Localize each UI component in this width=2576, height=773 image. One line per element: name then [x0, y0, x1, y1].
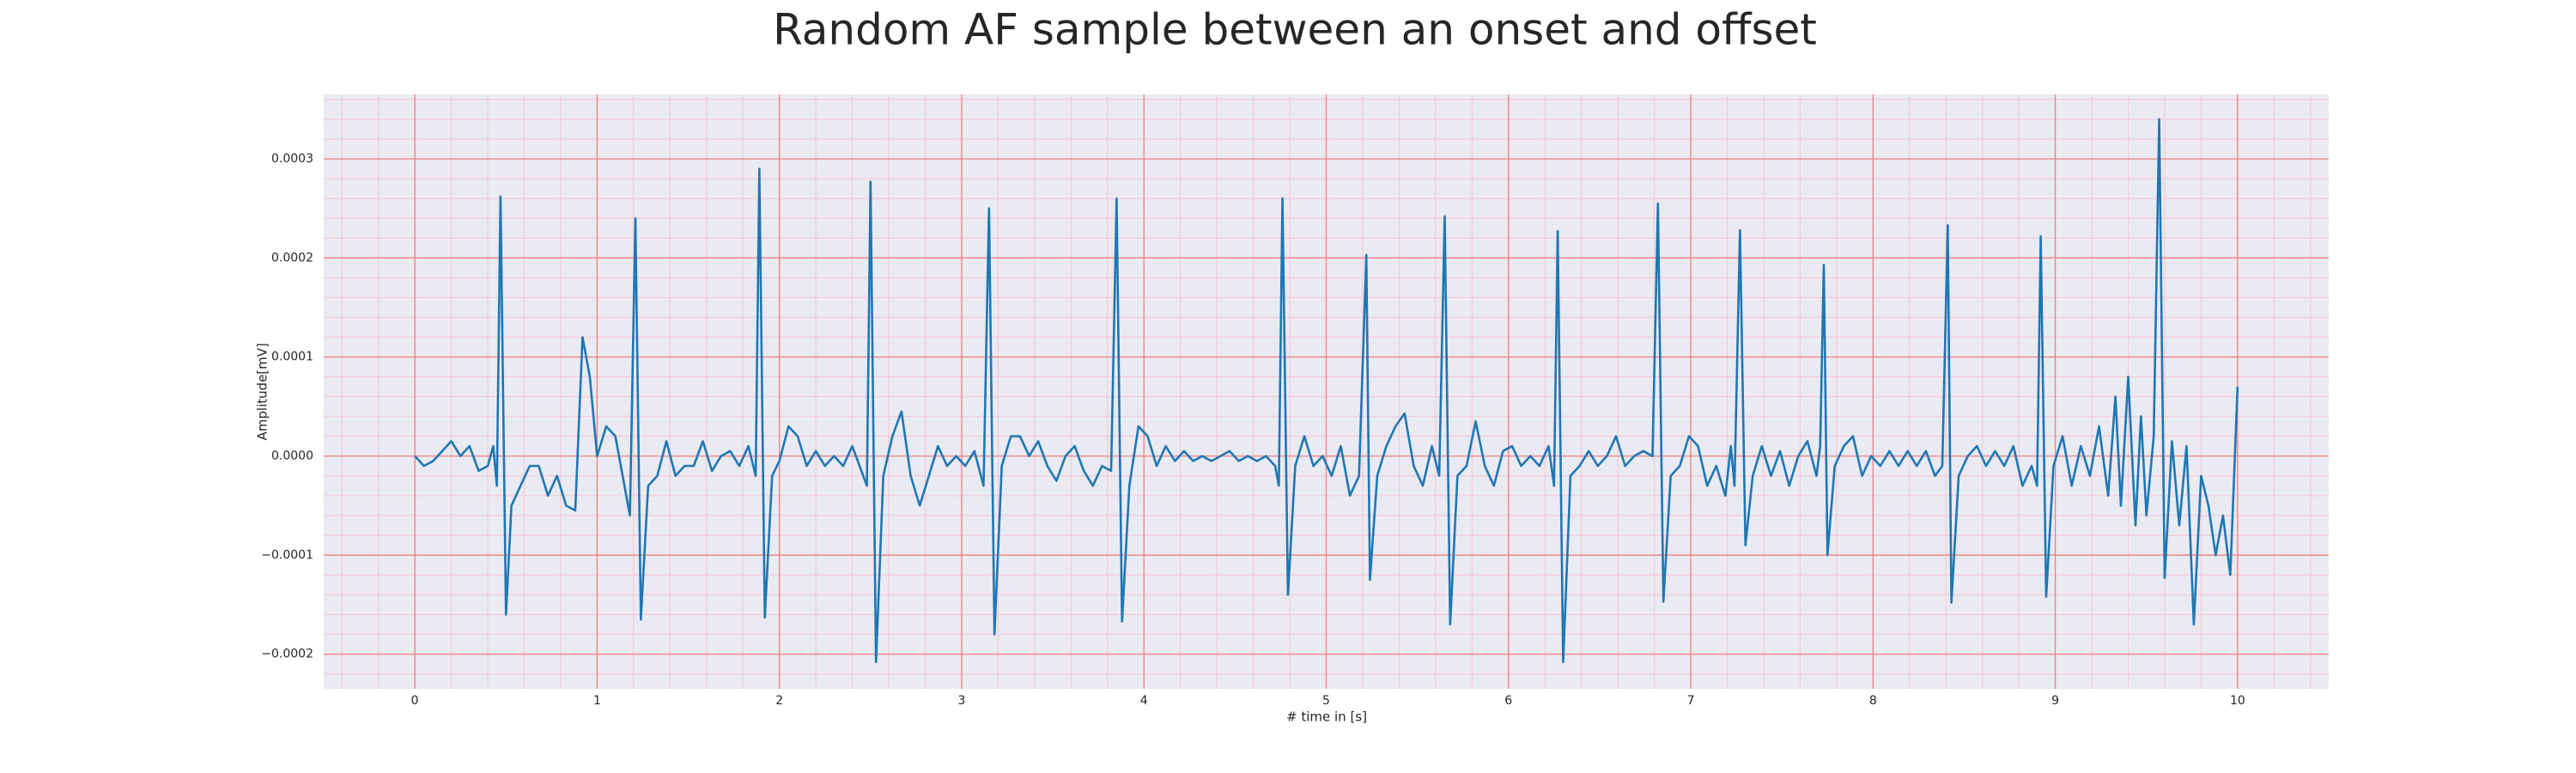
x-tick-label: 5	[1322, 694, 1330, 708]
y-tick-label: 0.0002	[271, 251, 313, 265]
x-tick-label: 1	[593, 694, 601, 708]
y-axis-label: Amplitude[mV]	[255, 343, 270, 440]
y-tick-label: 0.0001	[271, 350, 313, 364]
x-tick-label: 3	[957, 694, 965, 708]
data-line	[414, 118, 2239, 664]
y-tick-label: 0.0000	[271, 449, 313, 463]
x-tick-label: 6	[1504, 694, 1512, 708]
y-tick-label: 0.0003	[271, 152, 313, 166]
x-tick-label: 9	[2051, 694, 2059, 708]
chart-title: Random AF sample between an onset and of…	[773, 5, 1817, 55]
x-tick-label: 2	[775, 694, 783, 708]
x-tick-label: 8	[1869, 694, 1877, 708]
x-tick-label: 7	[1687, 694, 1695, 708]
x-tick-label: 0	[411, 694, 419, 708]
y-tick-label: −0.0002	[261, 648, 313, 661]
y-tick-label: −0.0001	[261, 548, 313, 562]
x-tick-label: 10	[2230, 694, 2245, 708]
x-tick-label: 4	[1140, 694, 1148, 708]
x-axis-label: # time in [s]	[1286, 709, 1367, 725]
